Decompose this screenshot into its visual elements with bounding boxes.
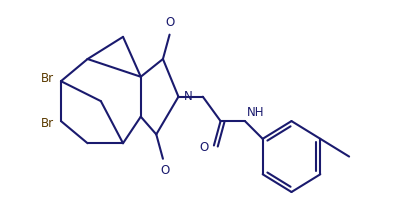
Text: O: O [160, 164, 170, 177]
Text: O: O [165, 16, 174, 29]
Text: Br: Br [41, 117, 54, 130]
Text: N: N [184, 90, 193, 103]
Text: NH: NH [247, 106, 265, 119]
Text: O: O [199, 141, 208, 154]
Text: Br: Br [41, 72, 54, 85]
